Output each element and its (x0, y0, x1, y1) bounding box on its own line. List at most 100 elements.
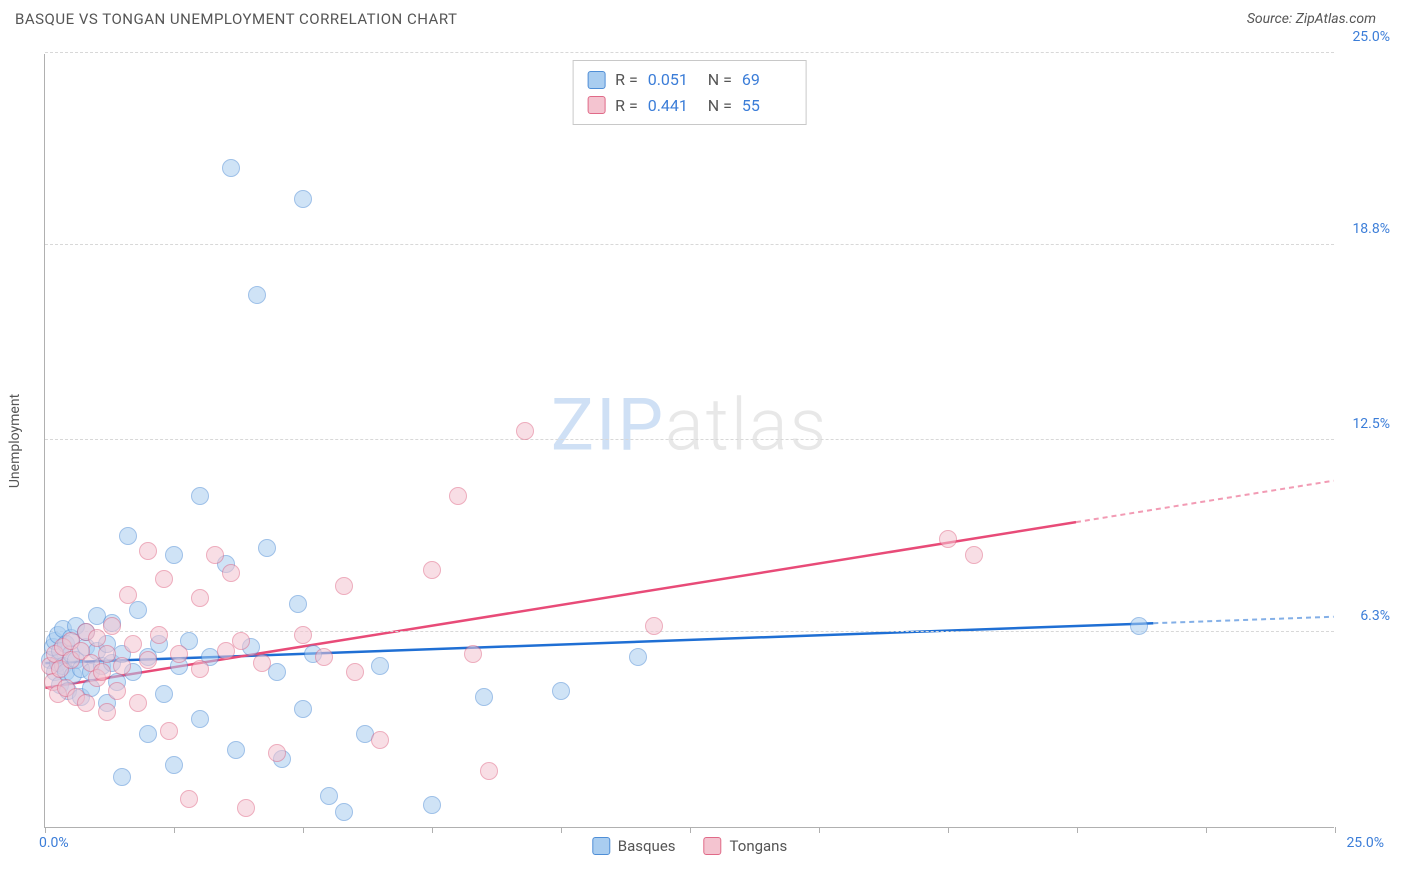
x-tick (561, 827, 562, 833)
data-point (289, 595, 307, 613)
x-tick (690, 827, 691, 833)
r-value: 0.051 (648, 67, 698, 93)
series-swatch (587, 71, 605, 89)
data-point (129, 694, 147, 712)
data-point (423, 796, 441, 814)
data-point (160, 722, 178, 740)
watermark: ZIPatlas (551, 383, 828, 468)
data-point (315, 648, 333, 666)
gridline (45, 244, 1334, 245)
data-point (222, 564, 240, 582)
data-point (258, 539, 276, 557)
gridline (45, 52, 1334, 53)
watermark-zip: ZIP (551, 383, 665, 468)
series-swatch (587, 96, 605, 114)
n-label: N = (708, 93, 732, 119)
data-point (475, 688, 493, 706)
y-tick-label: 6.3% (1338, 608, 1390, 624)
data-point (268, 744, 286, 762)
data-point (253, 654, 271, 672)
plot-area: Unemployment ZIPatlas R =0.051N =69R =0.… (44, 54, 1334, 828)
data-point (371, 731, 389, 749)
data-point (1130, 617, 1148, 635)
data-point (139, 725, 157, 743)
x-max-label: 25.0% (1346, 835, 1384, 851)
data-point (119, 527, 137, 545)
r-value: 0.441 (648, 93, 698, 119)
gridline (45, 439, 1334, 440)
x-tick (174, 827, 175, 833)
watermark-atlas: atlas (665, 383, 828, 468)
source-attribution: Source: ZipAtlas.com (1247, 11, 1376, 27)
data-point (335, 803, 353, 821)
data-point (113, 768, 131, 786)
r-label: R = (615, 93, 638, 119)
data-point (119, 586, 137, 604)
data-point (222, 159, 240, 177)
data-point (124, 635, 142, 653)
data-point (320, 787, 338, 805)
data-point (464, 645, 482, 663)
regression-line-extrapolated (1076, 481, 1334, 522)
data-point (191, 660, 209, 678)
data-point (113, 657, 131, 675)
data-point (155, 570, 173, 588)
series-swatch (704, 837, 722, 855)
series-swatch (592, 837, 610, 855)
legend-item: Tongans (704, 837, 788, 855)
n-value: 55 (742, 93, 792, 119)
data-point (108, 682, 126, 700)
data-point (939, 530, 957, 548)
series-legend: Basques Tongans (592, 837, 787, 855)
data-point (227, 741, 245, 759)
y-tick-label: 25.0% (1338, 29, 1390, 45)
source-name: ZipAtlas.com (1296, 11, 1376, 27)
data-point (129, 601, 147, 619)
correlation-row: R = 0.441 N = 55 (587, 93, 792, 119)
x-tick (948, 827, 949, 833)
data-point (165, 756, 183, 774)
chart-title: BASQUE VS TONGAN UNEMPLOYMENT CORRELATIO… (15, 10, 457, 28)
data-point (294, 700, 312, 718)
data-point (294, 626, 312, 644)
data-point (294, 190, 312, 208)
series-name: Tongans (730, 837, 788, 855)
data-point (552, 682, 570, 700)
data-point (248, 286, 266, 304)
data-point (170, 645, 188, 663)
data-point (346, 663, 364, 681)
source-prefix: Source: (1247, 11, 1296, 27)
r-label: R = (615, 67, 638, 93)
y-tick-label: 12.5% (1338, 416, 1390, 432)
data-point (423, 561, 441, 579)
data-point (139, 542, 157, 560)
n-label: N = (708, 67, 732, 93)
data-point (645, 617, 663, 635)
x-tick (432, 827, 433, 833)
correlation-row: R = 0.051 N = 69 (587, 67, 792, 93)
x-tick (1206, 827, 1207, 833)
data-point (165, 546, 183, 564)
data-point (268, 663, 286, 681)
y-tick-label: 18.8% (1338, 221, 1390, 237)
x-origin-label: 0.0% (39, 835, 69, 851)
data-point (191, 487, 209, 505)
data-point (180, 790, 198, 808)
data-point (516, 422, 534, 440)
series-name: Basques (618, 837, 676, 855)
data-point (480, 762, 498, 780)
data-point (155, 685, 173, 703)
data-point (93, 663, 111, 681)
data-point (191, 710, 209, 728)
data-point (371, 657, 389, 675)
x-tick (1335, 827, 1336, 833)
data-point (335, 577, 353, 595)
data-point (965, 546, 983, 564)
n-value: 69 (742, 67, 792, 93)
correlation-legend: R = 0.051 N = 69 R = 0.441 N = 55 (572, 60, 807, 125)
y-axis-title: Unemployment (7, 393, 23, 487)
x-tick (45, 827, 46, 833)
data-point (98, 703, 116, 721)
data-point (103, 617, 121, 635)
data-point (206, 546, 224, 564)
